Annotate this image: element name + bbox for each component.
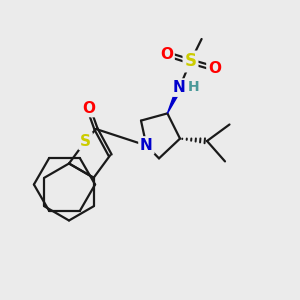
Polygon shape — [167, 86, 182, 113]
Text: S: S — [184, 52, 196, 70]
Text: N: N — [140, 138, 153, 153]
Text: O: O — [160, 46, 173, 62]
Text: O: O — [208, 61, 221, 76]
Text: N: N — [173, 80, 186, 95]
Text: H: H — [188, 80, 200, 94]
Text: S: S — [80, 134, 91, 148]
Text: O: O — [82, 100, 95, 116]
